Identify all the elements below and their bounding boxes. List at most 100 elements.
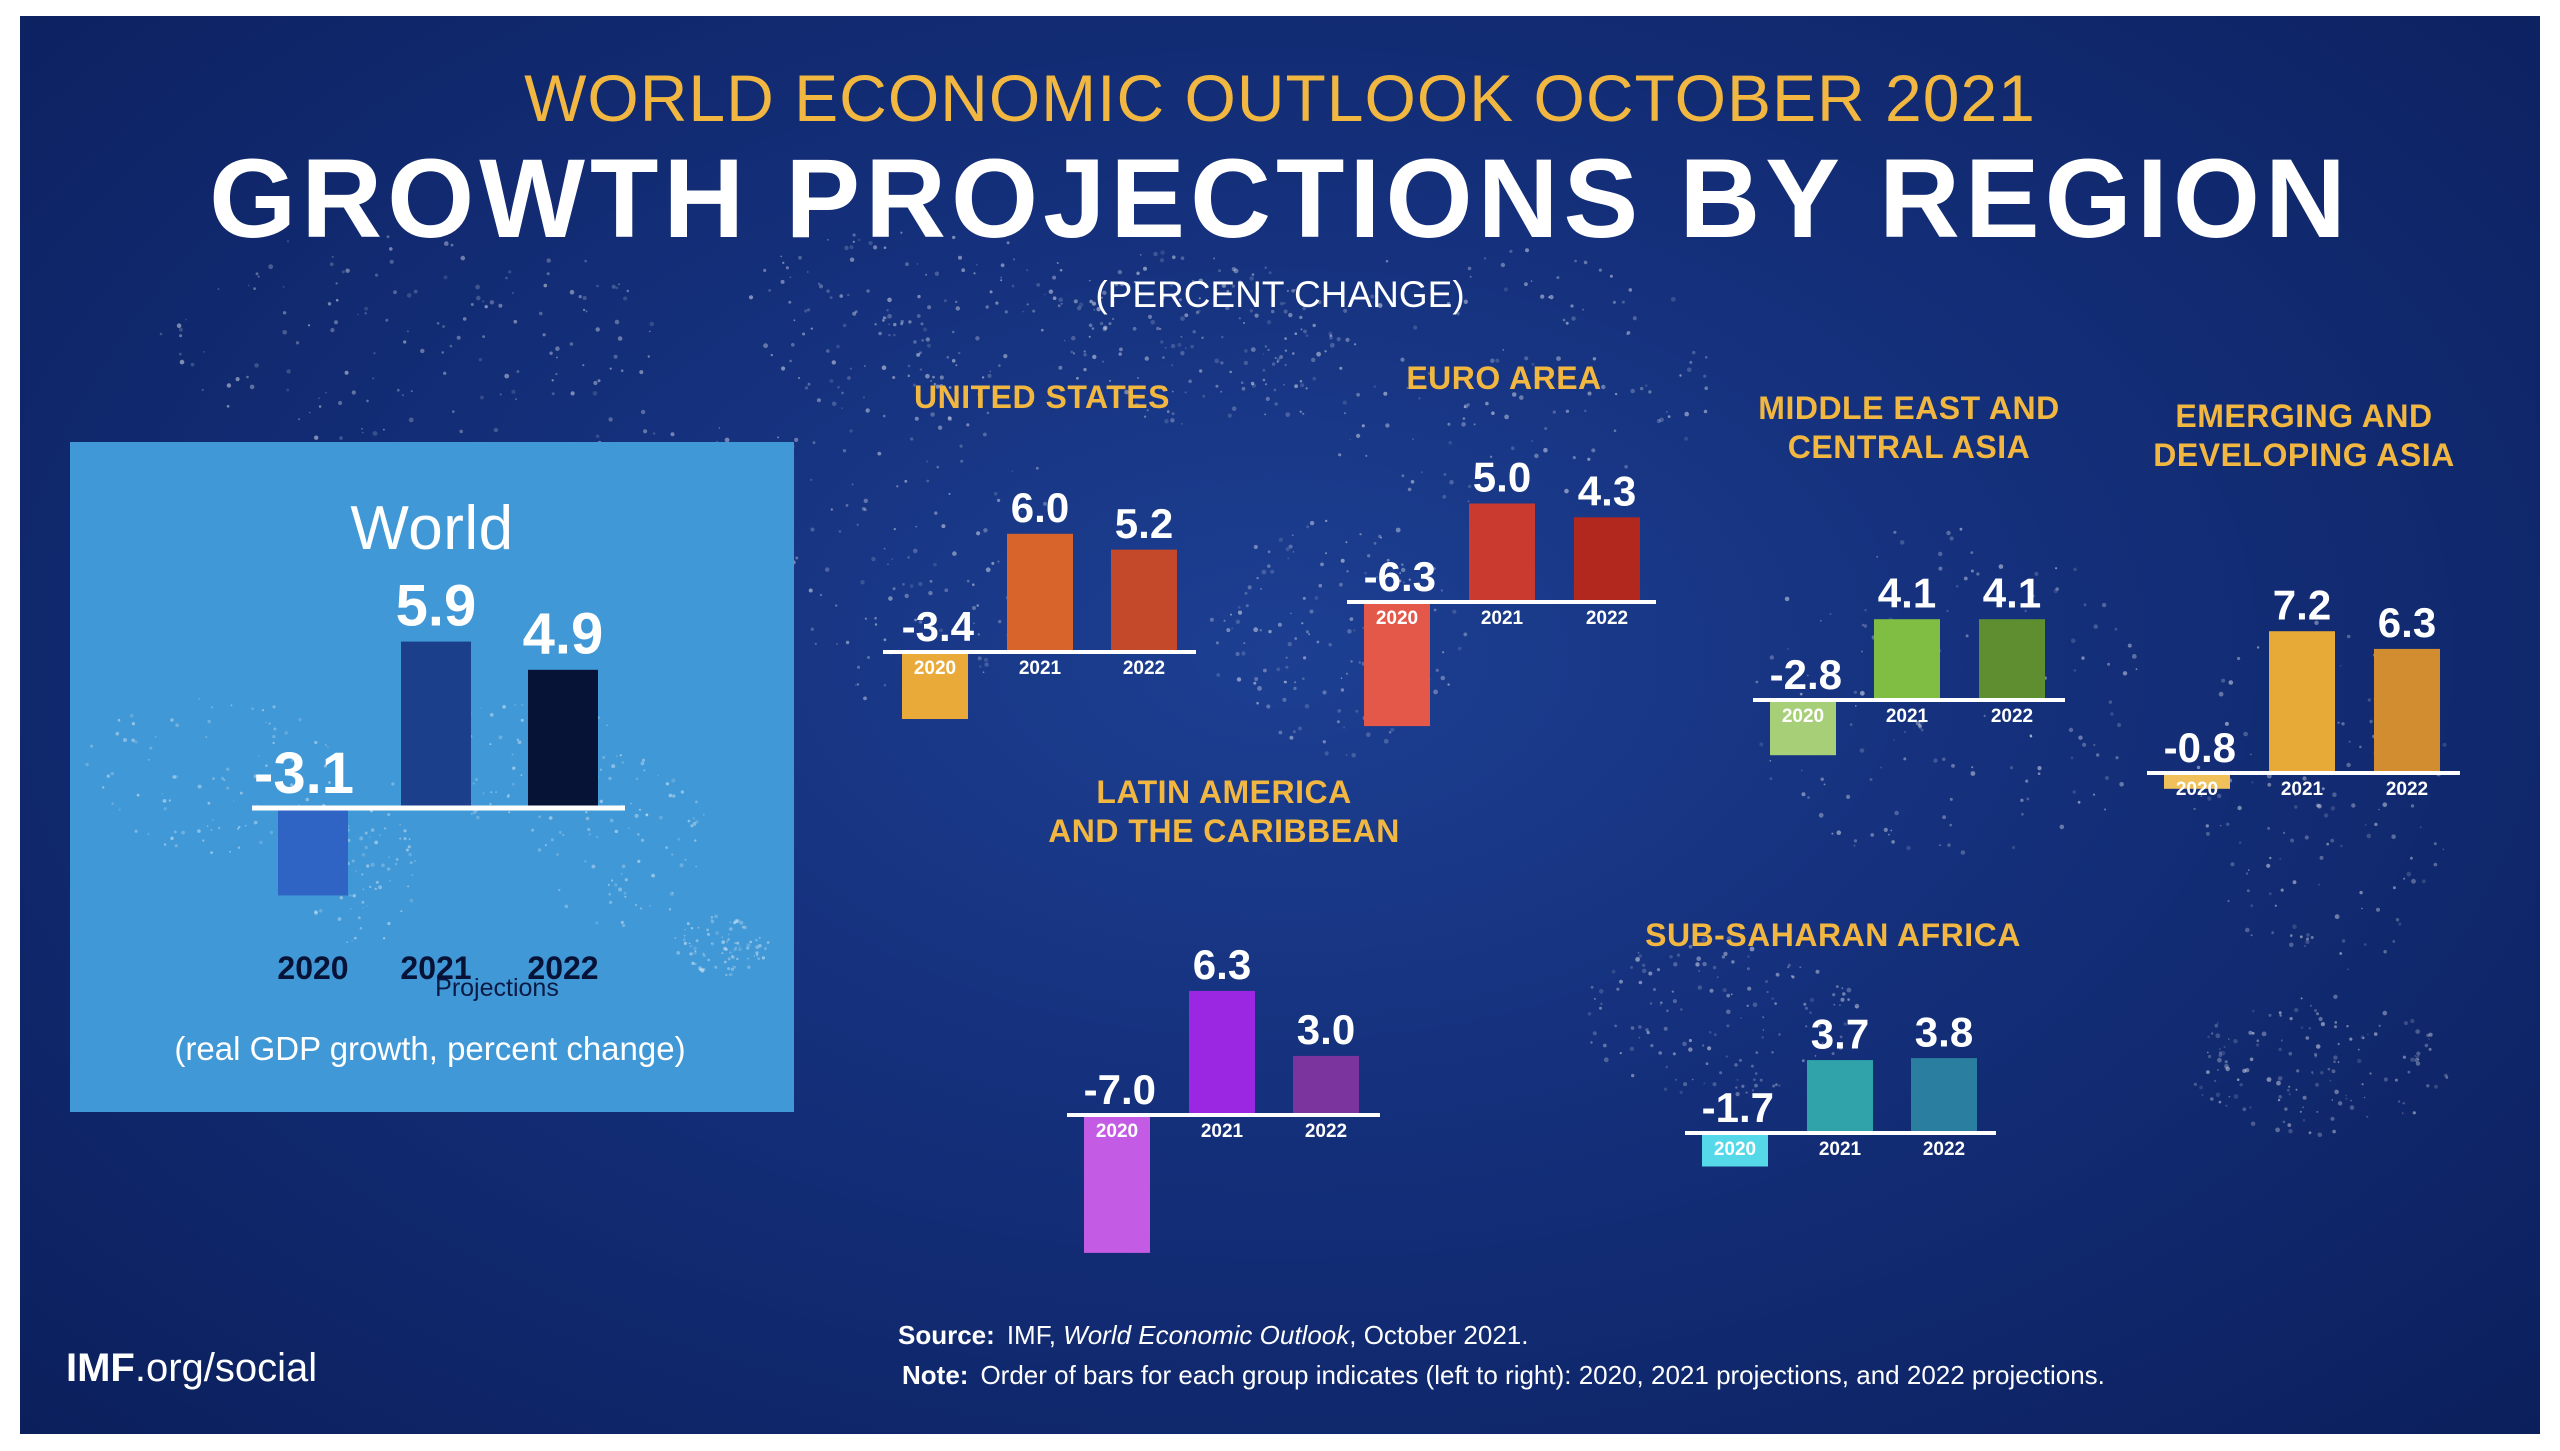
chart-title: LATIN AMERICA [1096,774,1351,810]
map-dot [1292,551,1295,553]
map-dot [727,957,731,961]
map-dot [1722,988,1727,993]
map-dot [640,761,645,766]
map-dot [649,321,655,327]
map-dot [1815,969,1820,974]
map-dot [888,323,890,326]
map-dot [1591,448,1596,453]
map-dot [472,782,475,785]
map-dot [2250,934,2253,937]
map-dot [736,957,739,961]
map-dot [444,241,449,246]
map-dot [2314,1055,2318,1058]
map-dot [2442,848,2445,851]
map-dot [908,320,912,324]
map-dot [131,722,135,726]
map-dot [1314,596,1319,600]
map-dot [2410,804,2415,808]
map-dot [1190,344,1194,349]
map-dot [1294,637,1297,640]
map-dot [2402,1102,2405,1105]
map-dot [1731,960,1735,964]
map-dot [511,389,516,394]
map-dot [907,556,910,559]
map-dot [2374,822,2378,827]
map-dot [134,740,138,744]
map-dot [1117,269,1123,275]
map-dot [170,836,174,840]
map-dot [1787,966,1790,969]
map-dot [1775,1083,1778,1086]
map-dot [1946,609,1949,613]
map-dot [620,369,624,373]
map-dot [2294,1007,2299,1013]
map-dot [883,638,887,642]
map-dot [147,833,150,836]
map-dot [1983,714,1986,718]
map-dot [2249,1106,2252,1109]
map-dot [578,295,582,299]
map-dot [724,437,730,443]
map-dot [1088,279,1091,282]
map-dot [538,815,541,819]
map-dot [229,850,232,853]
map-dot [506,795,510,798]
brand-link[interactable]: IMF.org/social [66,1346,317,1391]
map-dot [729,972,733,977]
map-dot [1602,1043,1607,1048]
map-dot [1225,305,1230,311]
map-dot [1942,757,1946,761]
map-dot [1278,537,1284,542]
map-dot [1229,370,1232,374]
map-dot [2215,1092,2221,1098]
map-dot [1600,1002,1603,1005]
map-dot [588,833,591,836]
map-dot [1268,271,1272,275]
map-dot [1083,350,1086,353]
map-dot [1698,970,1701,972]
map-dot [1308,633,1311,636]
map-dot [1534,372,1539,377]
map-dot [2122,671,2128,676]
map-dot [741,925,745,929]
map-dot [2321,787,2325,791]
map-dot [1158,386,1161,390]
map-dot [337,917,342,921]
map-dot [1708,1031,1712,1034]
map-dot [1324,350,1327,353]
map-dot [452,410,455,413]
map-dot [258,755,260,758]
map-dot [839,294,843,298]
map-dot [1752,1078,1756,1081]
map-dot [475,284,480,290]
map-dot [1657,968,1660,971]
map-dot [2294,793,2297,797]
map-dot [619,754,622,757]
map-dot [1180,256,1185,260]
map-dot [1970,551,1974,554]
map-dot [2442,742,2447,747]
map-dot [349,907,352,910]
map-dot [1243,322,1245,324]
map-dot [249,384,255,390]
map-dot [372,431,378,436]
map-dot [1840,997,1845,1002]
map-dot [1289,735,1294,740]
map-dot [326,746,329,749]
map-dot [163,807,167,811]
map-dot [1692,350,1696,355]
map-dot [987,373,992,378]
map-dot [2326,842,2330,846]
map-dot [490,791,493,793]
map-dot [975,263,978,266]
map-dot [2415,1029,2421,1034]
map-dot [1238,280,1242,284]
map-dot [923,327,928,332]
map-dot [201,388,204,392]
bar-2021 [1807,1060,1873,1133]
map-dot [1312,376,1317,381]
map-dot [411,873,414,876]
map-dot [362,888,365,891]
map-dot [982,671,985,673]
map-dot [886,309,889,312]
